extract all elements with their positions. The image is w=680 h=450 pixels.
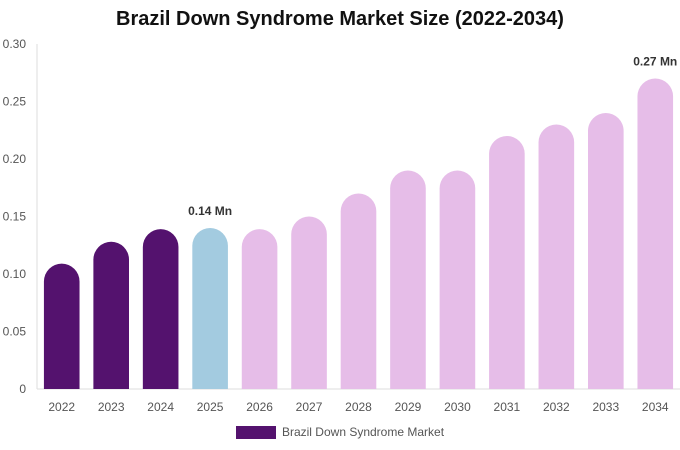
legend-label: Brazil Down Syndrome Market bbox=[281, 425, 445, 439]
bar-2034 bbox=[637, 78, 674, 389]
y-tick-label: 0.15 bbox=[3, 210, 27, 224]
y-tick-label: 0.10 bbox=[3, 267, 27, 281]
legend-swatch bbox=[235, 425, 276, 439]
bar-2025 bbox=[192, 228, 228, 389]
y-tick-label: 0.20 bbox=[3, 152, 27, 166]
chart-title: Brazil Down Syndrome Market Size (2022-2… bbox=[116, 8, 564, 30]
legend: Brazil Down Syndrome Market bbox=[0, 425, 680, 439]
x-tick-label: 2025 bbox=[197, 400, 224, 414]
x-tick-label: 2029 bbox=[395, 400, 422, 414]
y-tick-label: 0.30 bbox=[3, 37, 27, 51]
x-axis: 2022 2023 2024 2025 2026 2027 2028 2029 2030 2031… bbox=[48, 400, 669, 414]
bar-2032 bbox=[538, 124, 575, 389]
x-tick-label: 2027 bbox=[296, 400, 323, 414]
x-tick-label: 2031 bbox=[494, 400, 521, 414]
bar-2027 bbox=[291, 216, 327, 389]
bar-2029 bbox=[390, 170, 426, 389]
data-label: 0.14 Mn bbox=[188, 204, 232, 218]
y-tick-label: 0.05 bbox=[3, 325, 27, 339]
bar-2031 bbox=[489, 135, 525, 389]
x-tick-label: 2024 bbox=[147, 400, 174, 414]
x-tick-label: 2034 bbox=[642, 400, 669, 414]
y-tick-label: 0 bbox=[19, 382, 26, 396]
bar-2028 bbox=[340, 193, 377, 389]
x-tick-label: 2033 bbox=[592, 400, 619, 414]
bar-2033 bbox=[588, 113, 624, 389]
x-tick-label: 2023 bbox=[98, 400, 125, 414]
x-tick-label: 2022 bbox=[48, 400, 75, 414]
annotations: 0.14 Mn 0.27 Mn bbox=[188, 55, 677, 219]
bar-2024 bbox=[142, 229, 179, 389]
x-tick-label: 2026 bbox=[246, 400, 273, 414]
bar-2023 bbox=[93, 241, 129, 389]
bar-2022 bbox=[43, 263, 80, 389]
bars bbox=[43, 78, 674, 389]
x-tick-label: 2032 bbox=[543, 400, 570, 414]
bar-2026 bbox=[241, 229, 278, 389]
x-tick-label: 2030 bbox=[444, 400, 471, 414]
y-tick-label: 0.25 bbox=[3, 95, 27, 109]
data-label: 0.27 Mn bbox=[633, 55, 677, 69]
bar-2030 bbox=[439, 170, 476, 389]
x-tick-label: 2028 bbox=[345, 400, 372, 414]
